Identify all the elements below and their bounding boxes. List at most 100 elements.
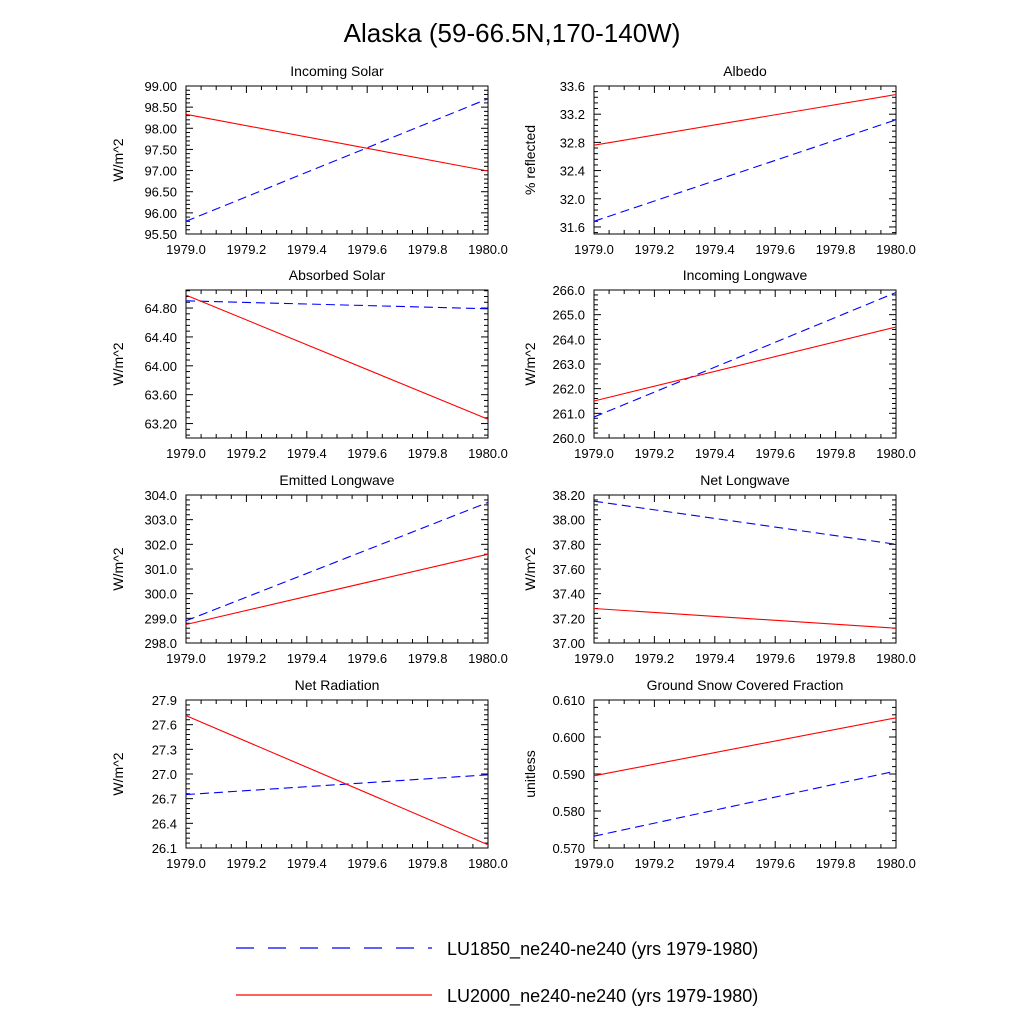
x-tick-label: 1979.6 (347, 651, 387, 666)
x-tick-label: 1979.8 (408, 651, 448, 666)
x-tick-label: 1979.4 (695, 651, 735, 666)
panel-title: Net Radiation (295, 677, 380, 693)
y-tick-label: 0.590 (552, 767, 585, 782)
y-tick-label: 26.1 (152, 841, 177, 856)
series-line-lu1850 (593, 770, 897, 837)
panel-emitted-longwave: Emitted Longwave W/m^2 1979.0 1979.2 1979.4 1… (110, 472, 508, 666)
y-axis-label: % reflected (522, 125, 538, 195)
x-tick-label: 1979.4 (287, 856, 327, 871)
x-tick-label: 1979.6 (347, 856, 387, 871)
series-line-lu1850 (185, 774, 489, 796)
y-tick-label: 37.60 (552, 562, 585, 577)
y-tick-label: 31.6 (560, 220, 585, 235)
x-tick-label: 1980.0 (876, 856, 916, 871)
x-tick-label: 1979.0 (166, 446, 206, 461)
series-line-lu2000 (593, 326, 897, 402)
series-line-lu2000 (185, 553, 489, 626)
plot-frame (593, 699, 897, 849)
legend-label-lu2000: LU2000_ne240-ne240 (yrs 1979-1980) (447, 986, 758, 1007)
y-tick-label: 302.0 (144, 537, 177, 552)
y-tick-label: 97.50 (144, 142, 177, 157)
panel-grid: Incoming Solar W/m^2 1979.0 1979.2 1979.4 197… (110, 63, 916, 871)
series-line-lu2000 (185, 715, 489, 846)
y-tick-label: 298.0 (144, 636, 177, 651)
x-tick-label: 1979.8 (816, 242, 856, 257)
y-tick-label: 37.00 (552, 636, 585, 651)
y-tick-label: 63.20 (144, 417, 177, 432)
y-tick-label: 262.0 (552, 382, 585, 397)
y-tick-label: 261.0 (552, 406, 585, 421)
y-tick-label: 27.6 (152, 718, 177, 733)
y-tick-label: 266.0 (552, 283, 585, 298)
y-tick-label: 264.0 (552, 332, 585, 347)
x-tick-label: 1979.2 (635, 651, 675, 666)
x-tick-label: 1980.0 (876, 651, 916, 666)
panel-title: Incoming Solar (290, 63, 384, 79)
x-tick-label: 1980.0 (468, 856, 508, 871)
panel-net-radiation: Net Radiation W/m^2 1979.0 1979.2 1979.4 1979… (110, 677, 508, 871)
y-tick-label: 99.00 (144, 79, 177, 94)
panel-absorbed-solar: Absorbed Solar W/m^2 1979.0 1979.2 1979.4 197… (110, 267, 508, 461)
y-tick-label: 300.0 (144, 587, 177, 602)
y-tick-label: 303.0 (144, 513, 177, 528)
y-tick-label: 265.0 (552, 308, 585, 323)
x-tick-label: 1979.4 (287, 446, 327, 461)
x-tick-label: 1979.2 (227, 856, 267, 871)
y-axis-label: W/m^2 (522, 547, 538, 590)
x-tick-label: 1979.6 (755, 446, 795, 461)
series-line-lu2000 (593, 93, 897, 146)
x-tick-label: 1979.0 (574, 856, 614, 871)
x-tick-label: 1979.8 (408, 242, 448, 257)
y-axis-label: W/m^2 (522, 342, 538, 385)
y-tick-label: 263.0 (552, 357, 585, 372)
x-tick-label: 1979.6 (755, 242, 795, 257)
y-tick-label: 96.00 (144, 206, 177, 221)
y-tick-label: 33.6 (560, 79, 585, 94)
y-tick-label: 27.9 (152, 693, 177, 708)
x-tick-label: 1979.6 (347, 242, 387, 257)
x-tick-label: 1979.0 (574, 242, 614, 257)
y-tick-label: 33.2 (560, 107, 585, 122)
y-tick-label: 37.20 (552, 611, 585, 626)
x-tick-label: 1979.4 (695, 446, 735, 461)
plot-frame (593, 494, 897, 644)
y-tick-label: 37.40 (552, 587, 585, 602)
x-tick-label: 1979.2 (635, 446, 675, 461)
series-line-lu1850 (593, 500, 897, 545)
y-axis-label: unitless (522, 750, 538, 797)
plot-frame (185, 494, 489, 644)
y-tick-label: 98.50 (144, 100, 177, 115)
y-tick-label: 32.4 (560, 164, 585, 179)
x-tick-label: 1980.0 (468, 446, 508, 461)
legend-label-lu1850: LU1850_ne240-ne240 (yrs 1979-1980) (447, 939, 758, 960)
series-line-lu2000 (185, 113, 489, 172)
series-line-lu2000 (593, 717, 897, 777)
x-tick-label: 1979.4 (695, 242, 735, 257)
x-tick-label: 1979.4 (287, 651, 327, 666)
y-tick-label: 95.50 (144, 227, 177, 242)
y-tick-label: 37.80 (552, 537, 585, 552)
y-tick-label: 96.50 (144, 185, 177, 200)
panel-incoming-solar: Incoming Solar W/m^2 1979.0 1979.2 1979.4 197… (110, 63, 508, 257)
y-axis-label: W/m^2 (110, 138, 126, 181)
y-tick-label: 0.570 (552, 841, 585, 856)
x-tick-label: 1979.0 (166, 242, 206, 257)
y-tick-label: 0.610 (552, 693, 585, 708)
y-tick-label: 304.0 (144, 488, 177, 503)
y-tick-label: 301.0 (144, 562, 177, 577)
x-tick-label: 1979.2 (227, 651, 267, 666)
series-line-lu1850 (593, 119, 897, 222)
y-tick-label: 32.0 (560, 192, 585, 207)
panel-title: Albedo (723, 63, 767, 79)
panel-title: Net Longwave (700, 472, 790, 488)
x-tick-label: 1979.4 (287, 242, 327, 257)
y-tick-label: 299.0 (144, 611, 177, 626)
series-line-lu1850 (185, 98, 489, 222)
x-tick-label: 1979.0 (574, 651, 614, 666)
y-tick-label: 27.3 (152, 742, 177, 757)
y-tick-label: 0.580 (552, 804, 585, 819)
panel-title: Emitted Longwave (279, 472, 394, 488)
x-tick-label: 1980.0 (876, 446, 916, 461)
x-tick-label: 1979.8 (408, 446, 448, 461)
